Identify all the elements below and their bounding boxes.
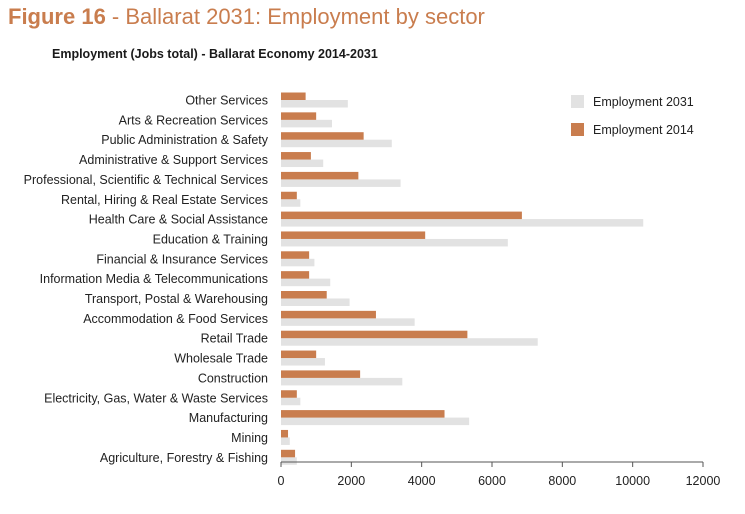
bar-2014-health-care-and-social-assistance — [281, 211, 522, 220]
bar-2014-wholesale-trade — [281, 350, 317, 359]
bar-2014-rental-hiring-and-real-estate-services — [281, 191, 297, 200]
legend-swatch-2031 — [571, 95, 584, 108]
bar-2014-arts-and-recreation-services — [281, 112, 317, 120]
category-label-arts-and-recreation-services: Arts & Recreation Services — [119, 113, 268, 127]
bar-2014-education-and-training — [281, 231, 426, 239]
bar-2031-administrative-and-support-services — [281, 159, 324, 168]
bar-2014-electricity-gas-water-and-waste-services — [281, 390, 297, 398]
x-tick-label-10000: 10000 — [615, 474, 650, 488]
figure-title: Figure 16 - Ballarat 2031: Employment by… — [8, 4, 485, 30]
category-label-mining: Mining — [231, 431, 268, 445]
bar-2031-professional-scientific-and-technical-services — [281, 179, 401, 187]
category-label-information-media-and-telecommunications: Information Media & Telecommunications — [40, 272, 268, 286]
bar-2031-rental-hiring-and-real-estate-services — [281, 199, 301, 207]
x-tick-label-6000: 6000 — [478, 474, 506, 488]
bar-2014-financial-and-insurance-services — [281, 251, 310, 259]
bar-2031-transport-postal-and-warehousing — [281, 298, 350, 306]
legend-swatch-2014 — [571, 123, 584, 136]
bar-2031-education-and-training — [281, 238, 508, 247]
bar-2031-electricity-gas-water-and-waste-services — [281, 397, 301, 406]
bar-2031-arts-and-recreation-services — [281, 119, 332, 128]
category-label-other-services: Other Services — [185, 94, 268, 108]
bar-2014-agriculture-forestry-and-fishing — [281, 449, 296, 458]
bar-2014-retail-trade — [281, 330, 468, 339]
bar-2031-financial-and-insurance-services — [281, 258, 315, 267]
bar-2014-construction — [281, 370, 361, 378]
figure-title-text: Ballarat 2031: Employment by sector — [125, 4, 485, 29]
bar-2031-health-care-and-social-assistance — [281, 219, 644, 227]
bar-2014-transport-postal-and-warehousing — [281, 291, 327, 299]
category-label-public-administration-and-safety: Public Administration & Safety — [101, 133, 268, 147]
category-label-manufacturing: Manufacturing — [189, 411, 268, 425]
figure-title-separator: - — [105, 4, 126, 29]
bar-2014-public-administration-and-safety — [281, 132, 364, 140]
category-label-accommodation-and-food-services: Accommodation & Food Services — [83, 312, 268, 326]
bar-2014-professional-scientific-and-technical-services — [281, 171, 359, 180]
category-label-financial-and-insurance-services: Financial & Insurance Services — [96, 252, 268, 266]
bar-2014-information-media-and-telecommunications — [281, 271, 310, 279]
bar-2031-agriculture-forestry-and-fishing — [281, 457, 297, 465]
category-label-transport-postal-and-warehousing: Transport, Postal & Warehousing — [85, 292, 268, 306]
category-label-administrative-and-support-services: Administrative & Support Services — [79, 153, 268, 167]
bar-2031-other-services — [281, 100, 348, 108]
bar-2014-mining — [281, 429, 289, 438]
x-tick-label-4000: 4000 — [408, 474, 436, 488]
legend-label-2014: Employment 2014 — [593, 123, 694, 137]
bar-2031-public-administration-and-safety — [281, 139, 392, 148]
bar-2014-manufacturing — [281, 410, 445, 418]
bar-2031-wholesale-trade — [281, 358, 325, 366]
bar-2031-retail-trade — [281, 338, 538, 346]
bar-2031-information-media-and-telecommunications — [281, 278, 331, 287]
x-tick-label-8000: 8000 — [548, 474, 576, 488]
figure-number: Figure 16 — [8, 4, 106, 29]
x-tick-label-2000: 2000 — [337, 474, 365, 488]
category-label-wholesale-trade: Wholesale Trade — [174, 352, 268, 366]
bar-2014-administrative-and-support-services — [281, 152, 311, 160]
bar-2014-accommodation-and-food-services — [281, 310, 376, 319]
x-tick-label-0: 0 — [278, 474, 285, 488]
category-label-health-care-and-social-assistance: Health Care & Social Assistance — [89, 213, 268, 227]
category-label-education-and-training: Education & Training — [153, 232, 268, 246]
category-label-rental-hiring-and-real-estate-services: Rental, Hiring & Real Estate Services — [61, 193, 268, 207]
x-tick-label-12000: 12000 — [686, 474, 721, 488]
legend-label-2031: Employment 2031 — [593, 95, 694, 109]
bar-2031-accommodation-and-food-services — [281, 318, 415, 326]
bar-2014-other-services — [281, 92, 306, 100]
bar-2031-mining — [281, 437, 290, 445]
category-label-professional-scientific-and-technical-services: Professional, Scientific & Technical Ser… — [24, 173, 268, 187]
category-label-construction: Construction — [198, 371, 268, 385]
bar-2031-manufacturing — [281, 417, 470, 426]
chart-title: Employment (Jobs total) - Ballarat Econo… — [52, 47, 378, 61]
category-label-agriculture-forestry-and-fishing: Agriculture, Forestry & Fishing — [100, 451, 268, 465]
category-label-retail-trade: Retail Trade — [201, 332, 268, 346]
bar-2031-construction — [281, 377, 403, 386]
category-label-electricity-gas-water-and-waste-services: Electricity, Gas, Water & Waste Services — [44, 391, 268, 405]
